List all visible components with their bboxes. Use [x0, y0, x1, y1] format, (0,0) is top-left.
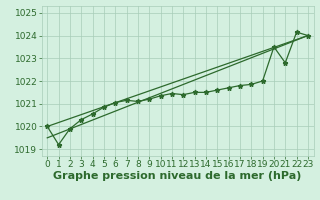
X-axis label: Graphe pression niveau de la mer (hPa): Graphe pression niveau de la mer (hPa): [53, 171, 302, 181]
